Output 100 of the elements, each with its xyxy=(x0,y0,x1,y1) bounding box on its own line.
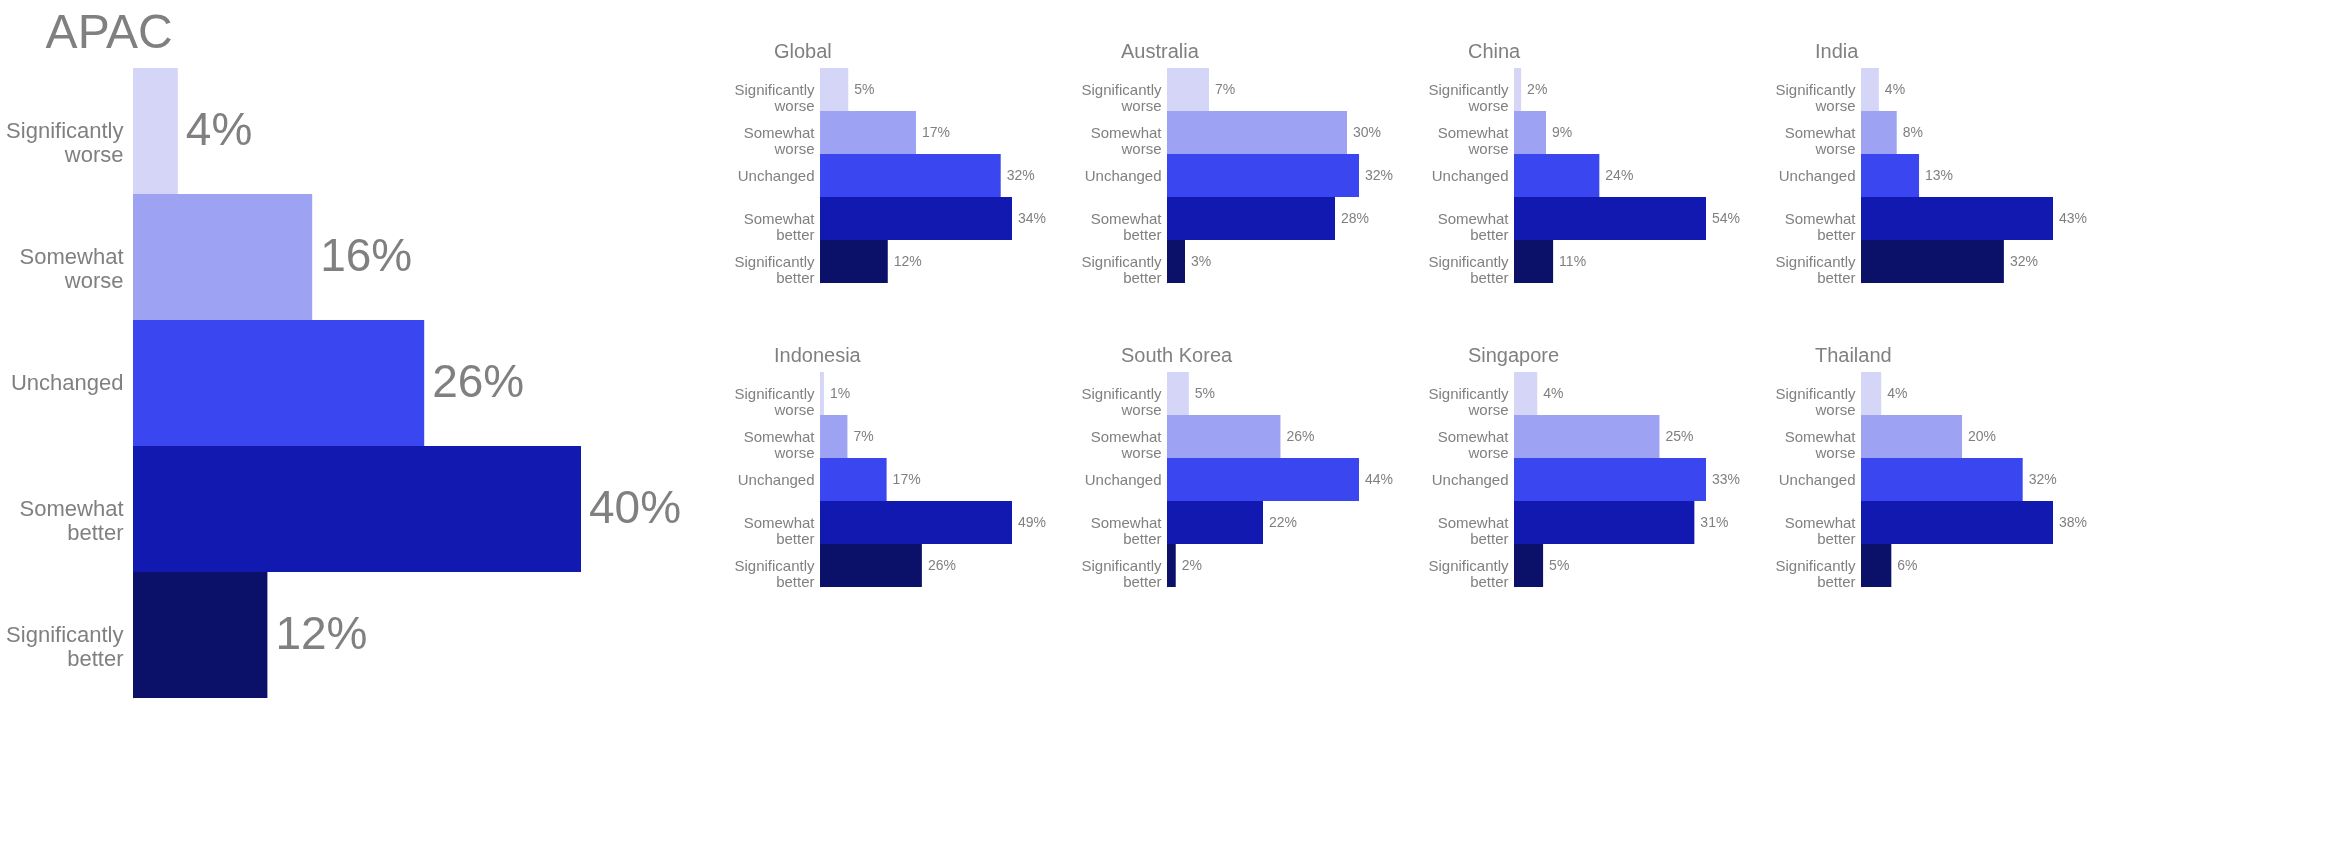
data-label: 17% xyxy=(922,123,951,140)
data-label: 22% xyxy=(1269,513,1298,530)
y-tick-label: Significantly worse xyxy=(734,80,815,114)
y-tick-label: Significantly better xyxy=(1081,556,1162,590)
data-label: 32% xyxy=(1006,166,1035,183)
y-tick-label: Somewhat better xyxy=(743,513,816,547)
y-tick-label: Somewhat worse xyxy=(1784,427,1857,461)
bar xyxy=(1861,544,1892,587)
data-label: 32% xyxy=(2028,470,2057,487)
bar xyxy=(133,194,313,320)
y-tick-label: Somewhat better xyxy=(19,496,124,546)
data-label: 34% xyxy=(1018,209,1047,226)
data-label: 9% xyxy=(1552,123,1573,140)
data-label: 13% xyxy=(1925,166,1954,183)
y-tick-label: Somewhat worse xyxy=(19,244,124,294)
bar xyxy=(1514,415,1660,458)
y-tick-label: Unchanged xyxy=(737,470,815,488)
data-label: 12% xyxy=(275,607,368,659)
bar xyxy=(1861,197,2053,240)
y-tick-label: Significantly worse xyxy=(734,384,815,418)
bar xyxy=(1514,501,1695,544)
bar xyxy=(133,68,178,194)
data-label: 32% xyxy=(2009,252,2038,269)
y-tick-label: Unchanged xyxy=(737,166,815,184)
bar xyxy=(133,320,425,446)
y-tick-label: Significantly worse xyxy=(1428,384,1509,418)
data-label: 5% xyxy=(854,80,875,97)
y-tick-label: Somewhat worse xyxy=(1784,123,1857,157)
y-tick-label: Significantly better xyxy=(734,556,815,590)
data-label: 8% xyxy=(1902,123,1923,140)
data-label: 26% xyxy=(927,556,956,573)
y-tick-label: Significantly better xyxy=(1775,556,1856,590)
data-label: 20% xyxy=(1968,427,1997,444)
data-label: 17% xyxy=(892,470,921,487)
bar xyxy=(1167,197,1335,240)
y-tick-label: Significantly worse xyxy=(1081,384,1162,418)
data-label: 6% xyxy=(1897,556,1918,573)
chart-title: India xyxy=(1814,40,1860,62)
y-tick-label: Somewhat worse xyxy=(1437,427,1510,461)
bar xyxy=(820,154,1001,197)
bar xyxy=(1514,458,1706,501)
chart-title: APAC xyxy=(45,5,173,58)
bar xyxy=(1514,372,1538,415)
bar xyxy=(1861,372,1882,415)
data-label: 12% xyxy=(893,252,922,269)
y-tick-label: Unchanged xyxy=(1431,470,1509,488)
y-tick-label: Somewhat better xyxy=(1437,209,1510,243)
y-tick-label: Somewhat worse xyxy=(1437,123,1510,157)
chart-title: Australia xyxy=(1120,40,1200,62)
bar xyxy=(820,68,849,111)
data-label: 4% xyxy=(1887,384,1908,401)
bar xyxy=(1861,458,2023,501)
y-tick-label: Unchanged xyxy=(1084,166,1162,184)
y-tick-label: Somewhat better xyxy=(743,209,816,243)
bar xyxy=(1167,372,1189,415)
bar xyxy=(1167,415,1281,458)
data-label: 7% xyxy=(853,427,874,444)
bar xyxy=(1861,154,1920,197)
bar xyxy=(820,544,922,587)
chart-title: Thailand xyxy=(1814,344,1892,366)
chart-title: Global xyxy=(773,40,832,62)
y-tick-label: Significantly worse xyxy=(1775,384,1856,418)
y-tick-label: Somewhat better xyxy=(1784,513,1857,547)
bar xyxy=(820,197,1012,240)
data-label: 25% xyxy=(1665,427,1694,444)
bar xyxy=(133,572,268,698)
data-label: 2% xyxy=(1527,80,1548,97)
y-tick-label: Somewhat better xyxy=(1784,209,1857,243)
chart-title: China xyxy=(1467,40,1522,62)
data-label: 40% xyxy=(589,481,682,533)
data-label: 44% xyxy=(1365,470,1394,487)
data-label: 26% xyxy=(1286,427,1315,444)
data-label: 7% xyxy=(1215,80,1236,97)
y-tick-label: Somewhat worse xyxy=(1090,123,1163,157)
data-label: 1% xyxy=(829,384,851,401)
y-tick-label: Significantly worse xyxy=(6,118,124,168)
bar xyxy=(820,372,824,415)
y-tick-label: Somewhat worse xyxy=(743,123,816,157)
data-label: 38% xyxy=(2059,513,2088,530)
chart-title: Indonesia xyxy=(773,344,862,366)
data-label: 16% xyxy=(320,229,413,281)
data-label: 24% xyxy=(1605,166,1634,183)
data-label: 4% xyxy=(1884,80,1906,97)
bar xyxy=(820,111,916,154)
y-tick-label: Somewhat better xyxy=(1090,209,1163,243)
bar xyxy=(1167,501,1263,544)
y-tick-label: Somewhat worse xyxy=(1090,427,1163,461)
data-label: 4% xyxy=(1543,384,1564,401)
y-tick-label: Significantly better xyxy=(1428,556,1509,590)
bar xyxy=(1167,240,1185,283)
y-tick-label: Significantly worse xyxy=(1428,80,1509,114)
y-tick-label: Significantly better xyxy=(1428,252,1509,286)
bar xyxy=(1167,458,1359,501)
bar xyxy=(1861,68,1879,111)
bar xyxy=(1514,111,1546,154)
bar xyxy=(1514,68,1522,111)
data-label: 33% xyxy=(1712,470,1741,487)
bar xyxy=(1861,111,1897,154)
bar xyxy=(133,446,581,572)
data-label: 43% xyxy=(2059,209,2088,226)
